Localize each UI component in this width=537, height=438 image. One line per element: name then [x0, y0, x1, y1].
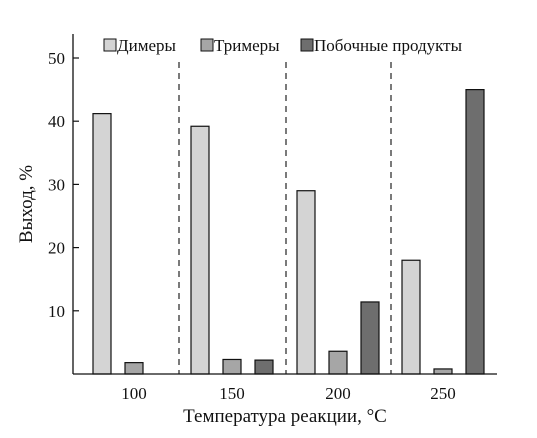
bar	[296, 190, 316, 375]
x-tick-label: 200	[325, 384, 351, 403]
bar	[190, 125, 210, 375]
legend-label: Побочные продукты	[314, 36, 463, 55]
category-separators	[178, 62, 392, 374]
axes	[72, 34, 497, 375]
legend-swatch	[200, 38, 214, 52]
bar	[124, 362, 144, 375]
y-tick-label: 30	[48, 175, 65, 194]
y-axis-label: Выход, %	[16, 165, 37, 243]
x-tick-label: 150	[219, 384, 245, 403]
x-axis-label: Температура реакции, °C	[183, 406, 387, 427]
bar	[401, 259, 421, 375]
legend-label: Тримеры	[214, 36, 280, 55]
legend-label: Димеры	[117, 36, 176, 55]
bar	[433, 368, 453, 375]
legend-swatch	[300, 38, 314, 52]
y-tick-label: 10	[48, 302, 65, 321]
x-ticks: 100 150 200 250	[121, 384, 456, 403]
bar	[222, 358, 242, 375]
bar	[465, 88, 485, 375]
y-ticks: 10 20 30 40 50	[48, 49, 79, 321]
y-tick-label: 20	[48, 239, 65, 258]
bars	[92, 88, 485, 375]
x-tick-label: 100	[121, 384, 147, 403]
bar	[360, 301, 380, 375]
legend: Димеры Тримеры Побочные продукты	[103, 36, 463, 55]
x-tick-label: 250	[430, 384, 456, 403]
bar	[92, 113, 112, 375]
y-tick-label: 50	[48, 49, 65, 68]
y-tick-label: 40	[48, 112, 65, 131]
legend-swatch	[103, 38, 117, 52]
bar	[328, 350, 348, 375]
bar	[254, 359, 274, 375]
